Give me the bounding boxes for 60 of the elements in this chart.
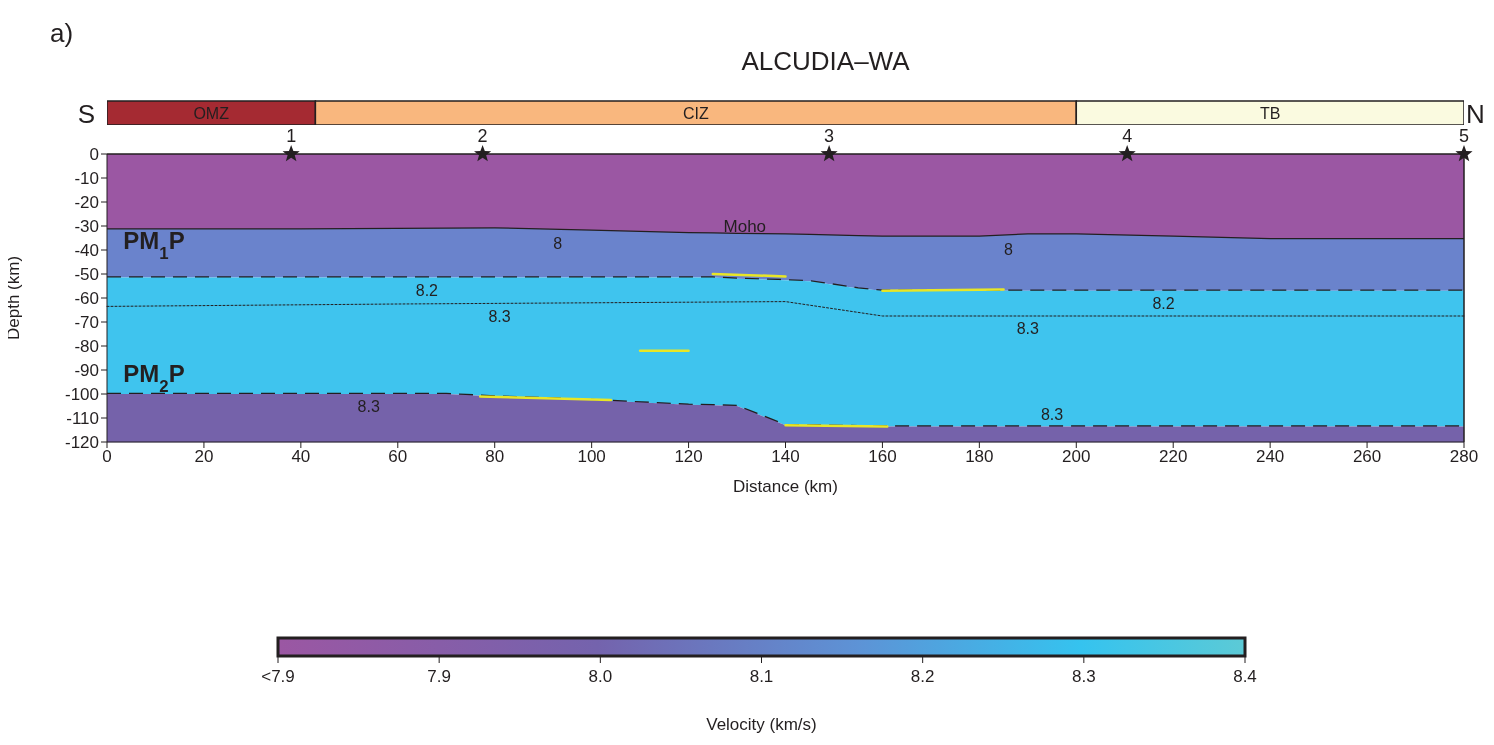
- annotation: 8: [553, 234, 563, 252]
- x-tick-label: 140: [771, 447, 800, 467]
- color-bar-label: 8.1: [749, 667, 774, 686]
- y-tick-label: -40: [74, 241, 99, 261]
- annotation: 5: [1458, 126, 1470, 146]
- color-bar-label: 8.2: [910, 667, 935, 686]
- annotation: 3: [824, 126, 835, 146]
- annotation: 2: [477, 126, 488, 146]
- annotation: PM$_{2}$P: [123, 359, 185, 396]
- x-tick-label: 100: [577, 447, 606, 467]
- chart-title: ALCUDIA–WA: [741, 46, 911, 76]
- x-tick-label: 180: [965, 447, 994, 467]
- x-tick-label: 260: [1352, 447, 1382, 467]
- y-tick-label: -120: [64, 433, 99, 453]
- y-tick-label: 0: [89, 145, 99, 165]
- y-tick-label: -100: [64, 385, 99, 405]
- y-tick-label: -90: [74, 361, 99, 381]
- x-tick-label: 240: [1255, 447, 1285, 467]
- y-tick-label: -70: [74, 313, 99, 333]
- x-axis-title: Distance (km): [733, 477, 838, 496]
- color-bar-label: <7.9: [261, 667, 295, 686]
- y-tick-label: -10: [74, 169, 99, 189]
- y-tick-label: -50: [74, 265, 99, 285]
- x-tick-label: 0: [102, 447, 112, 467]
- x-tick-label: 280: [1449, 447, 1479, 467]
- annotation: Moho: [723, 216, 767, 236]
- y-tick-label: -20: [74, 193, 99, 213]
- series-label: OMZ: [193, 104, 230, 122]
- color-bar-title: Velocity (km/s): [706, 715, 817, 734]
- annotation: PM$_{1}$P: [123, 227, 185, 263]
- series-label: CIZ: [682, 104, 709, 122]
- color-bar-label: 7.9: [427, 667, 451, 686]
- annotation: 8.2: [415, 281, 439, 299]
- annotation: 4: [1122, 126, 1133, 146]
- annotation: 8.2: [1152, 294, 1175, 312]
- annotation: 8.3: [357, 398, 380, 415]
- annotation: 8.3: [1016, 320, 1040, 337]
- y-tick-label: -30: [74, 217, 99, 237]
- color-bar-label: 8.4: [1233, 667, 1257, 686]
- x-tick-label: 40: [291, 447, 311, 467]
- x-tick-label: 160: [868, 447, 897, 467]
- x-tick-label: 200: [1062, 447, 1091, 467]
- x-tick-label: 60: [388, 447, 408, 467]
- text: a): [50, 18, 74, 48]
- annotation: 1: [286, 126, 297, 146]
- color-bar-label: 8.0: [588, 667, 613, 686]
- x-tick-label: 20: [194, 447, 214, 467]
- x-tick-label: 80: [485, 447, 505, 467]
- annotation: 8.3: [1040, 406, 1064, 424]
- x-tick-label: 120: [674, 447, 703, 467]
- y-tick-label: -60: [74, 289, 99, 309]
- x-tick-label: 220: [1159, 447, 1188, 467]
- y-tick-label: -80: [74, 337, 99, 357]
- annotation: 8.3: [488, 308, 511, 325]
- y-tick-label: -110: [66, 409, 99, 429]
- series-label: TB: [1259, 104, 1281, 122]
- text: N: [1466, 99, 1485, 129]
- color-bar-label: 8.3: [1072, 667, 1096, 686]
- text: S: [77, 99, 95, 129]
- annotation: 8: [1003, 240, 1013, 258]
